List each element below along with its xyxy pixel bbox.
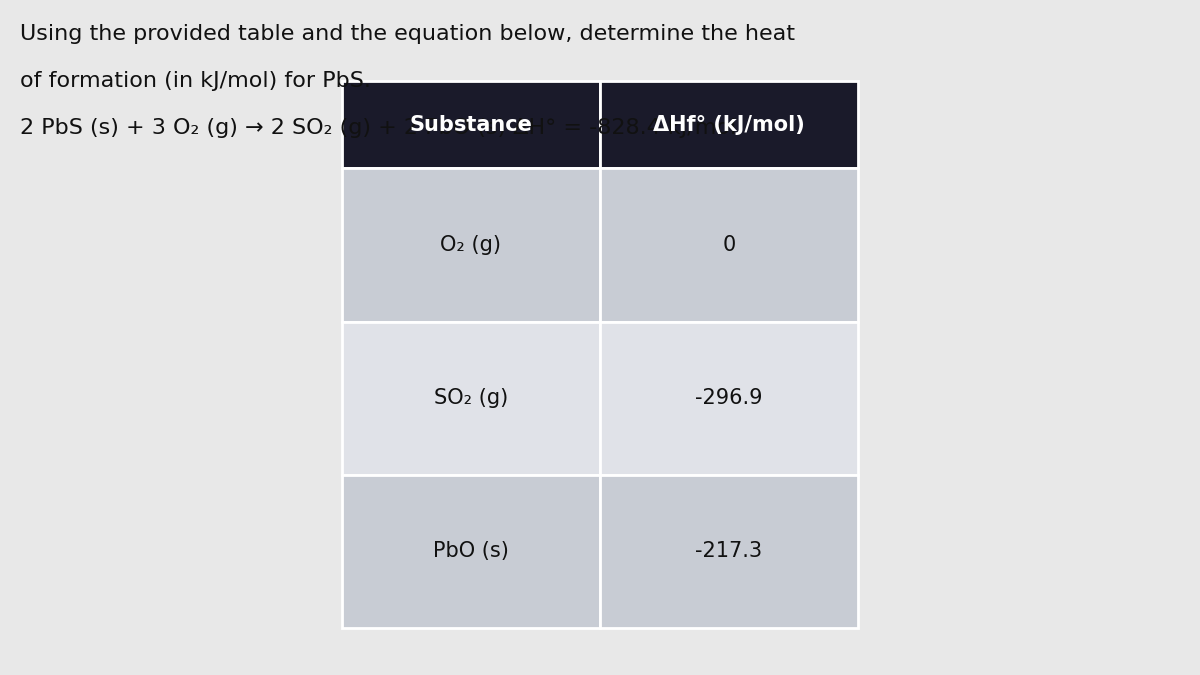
Text: SO₂ (g): SO₂ (g) xyxy=(434,388,508,408)
Text: -217.3: -217.3 xyxy=(696,541,762,561)
Text: Using the provided table and the equation below, determine the heat: Using the provided table and the equatio… xyxy=(20,24,796,44)
Text: ΔHf° (kJ/mol): ΔHf° (kJ/mol) xyxy=(653,115,805,135)
Text: 0: 0 xyxy=(722,235,736,255)
Text: -296.9: -296.9 xyxy=(695,388,763,408)
Text: 2 PbS (s) + 3 O₂ (g) → 2 SO₂ (g) + 2 PbO (s) ΔH° = -828.4 kJ/mol: 2 PbS (s) + 3 O₂ (g) → 2 SO₂ (g) + 2 PbO… xyxy=(20,118,737,138)
Text: Substance: Substance xyxy=(409,115,533,135)
Text: of formation (in kJ/mol) for PbS.: of formation (in kJ/mol) for PbS. xyxy=(20,71,371,91)
Text: PbO (s): PbO (s) xyxy=(433,541,509,561)
Text: O₂ (g): O₂ (g) xyxy=(440,235,502,255)
